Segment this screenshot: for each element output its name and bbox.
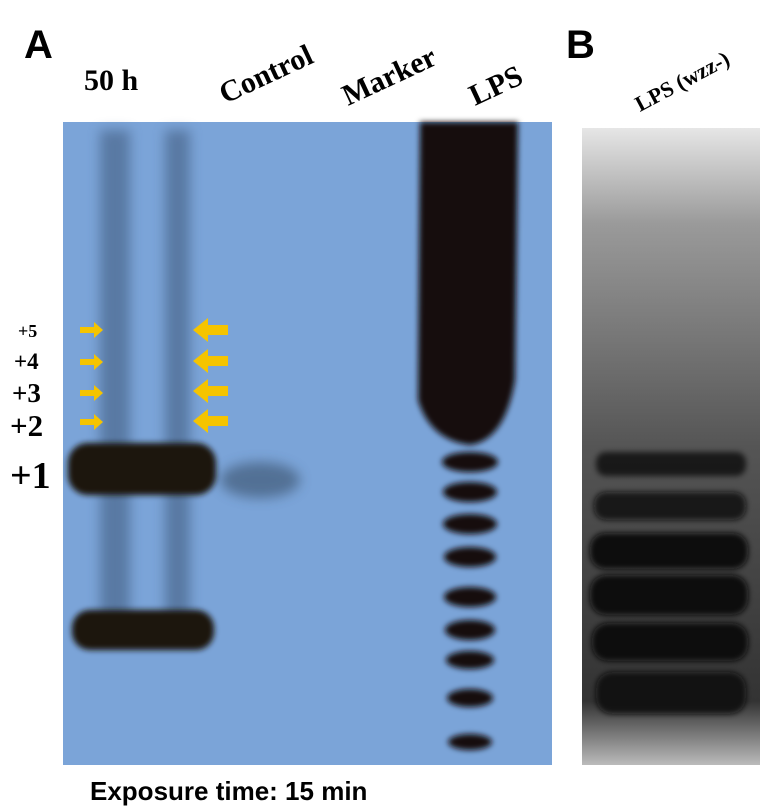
- lane-label: 50 h: [84, 64, 139, 97]
- figure: A B 50 h Control Marker LPS LPS (wzz-) +…: [0, 0, 768, 811]
- band-label: +5: [18, 321, 37, 341]
- band-label: +1: [10, 455, 51, 497]
- panel-label: B: [566, 23, 595, 67]
- caption: Exposure time: 15 min: [90, 776, 367, 806]
- lane-label: LPS (wzz-): [631, 46, 734, 117]
- gel-b: [582, 128, 760, 765]
- lane-label: Marker: [337, 40, 442, 112]
- gel-a: [63, 122, 552, 765]
- panel-label: A: [24, 23, 53, 67]
- band-label: +3: [12, 378, 41, 408]
- lane-label: Control: [214, 38, 318, 110]
- band-label: +4: [14, 349, 39, 374]
- lane-label: LPS: [464, 59, 528, 112]
- band-label: +2: [10, 408, 43, 443]
